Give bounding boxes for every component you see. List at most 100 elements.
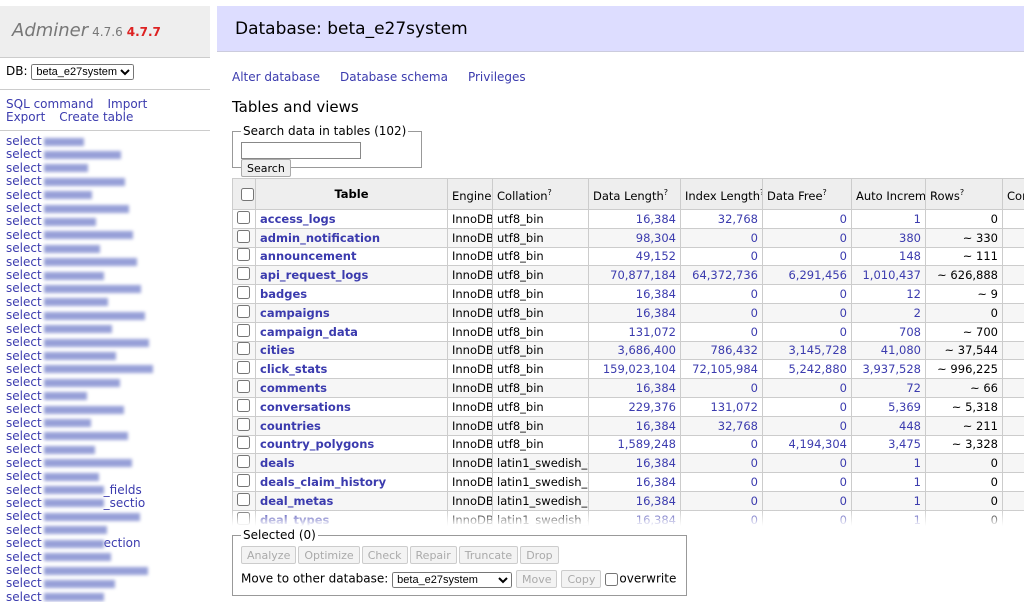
cell-link[interactable]: api_request_logs [260, 268, 369, 283]
select-link[interactable]: select [6, 536, 42, 551]
select-link[interactable]: select [6, 227, 42, 242]
cell-link[interactable]: access_logs [260, 211, 336, 226]
table-link[interactable]: _fields [103, 482, 142, 497]
cell-link[interactable]: 16,384 [635, 381, 676, 396]
row-checkbox[interactable] [237, 436, 250, 450]
cell-link[interactable]: 0 [750, 249, 758, 264]
move-button[interactable]: Move [515, 570, 558, 588]
select-link[interactable]: select [6, 428, 42, 443]
cell-link[interactable]: 32,768 [717, 418, 758, 433]
cell-link[interactable]: 5,369 [888, 399, 921, 414]
cell-link[interactable]: badges [260, 287, 308, 302]
select-link[interactable]: select [6, 268, 42, 283]
select-link[interactable]: select [6, 388, 42, 403]
cell-link[interactable]: 32,768 [717, 211, 758, 226]
select-link[interactable]: select [6, 321, 42, 336]
cell-link[interactable]: 3,475 [888, 437, 921, 452]
cell-link[interactable]: comments [260, 381, 328, 396]
new-version[interactable]: 4.7.7 [126, 25, 161, 39]
cell-link[interactable]: 16,384 [635, 493, 676, 508]
select-link[interactable]: select [6, 187, 42, 202]
select-link[interactable]: select [6, 549, 42, 564]
cell-link[interactable]: country_polygons [260, 437, 375, 452]
help-mark[interactable]: ? [760, 188, 762, 197]
action-button[interactable]: Drop [520, 546, 559, 564]
select-all-checkbox[interactable] [241, 187, 254, 201]
cell-link[interactable]: 159,023,104 [602, 362, 676, 377]
select-link[interactable]: select [6, 147, 42, 162]
cell-link[interactable]: 0 [839, 230, 847, 245]
cell-link[interactable]: campaigns [260, 305, 330, 320]
select-link[interactable]: select [6, 294, 42, 309]
action-button[interactable]: Analyze [241, 546, 297, 564]
cell-link[interactable]: 6,291,456 [788, 268, 847, 283]
select-link[interactable]: select [6, 348, 42, 363]
help-mark[interactable]: ? [491, 188, 492, 197]
cell-link[interactable]: 41,080 [880, 343, 921, 358]
select-link[interactable]: select [6, 241, 42, 256]
select-link[interactable]: select [6, 160, 42, 175]
sidebar-link[interactable]: Import [107, 97, 148, 111]
cell-link[interactable]: countries [260, 418, 321, 433]
cell-link[interactable]: 4,194,304 [788, 437, 847, 452]
cell-link[interactable]: 148 [899, 249, 921, 264]
row-checkbox[interactable] [237, 474, 250, 488]
cell-link[interactable]: 131,072 [628, 324, 676, 339]
cell-link[interactable]: 16,384 [635, 287, 676, 302]
cell-link[interactable]: campaign_data [260, 324, 358, 339]
cell-link[interactable]: 0 [839, 456, 847, 471]
cell-link[interactable]: 0 [750, 475, 758, 490]
cell-link[interactable]: 72 [906, 381, 921, 396]
move-button[interactable]: Copy [561, 570, 602, 588]
cell-link[interactable]: 1,589,248 [617, 437, 676, 452]
cell-link[interactable]: 3,937,528 [862, 362, 921, 377]
cell-link[interactable]: 1 [913, 493, 921, 508]
cell-link[interactable]: 5,242,880 [788, 362, 847, 377]
select-link[interactable]: select [6, 335, 42, 350]
cell-link[interactable]: deals [260, 456, 295, 471]
cell-link[interactable]: 3,686,400 [617, 343, 676, 358]
cell-link[interactable]: 0 [750, 381, 758, 396]
cell-link[interactable]: 16,384 [635, 418, 676, 433]
sidebar-link[interactable]: Export [6, 110, 46, 124]
cell-link[interactable]: 72,105,984 [692, 362, 758, 377]
cell-link[interactable]: 49,152 [635, 249, 676, 264]
help-mark[interactable]: ? [547, 187, 552, 197]
table-link[interactable]: _sectio [103, 495, 146, 510]
cell-link[interactable]: 0 [839, 324, 847, 339]
cell-link[interactable]: 0 [750, 493, 758, 508]
cell-link[interactable]: 16,384 [635, 475, 676, 490]
row-checkbox[interactable] [237, 210, 250, 224]
cell-link[interactable]: click_stats [260, 362, 328, 377]
cell-link[interactable]: 0 [750, 230, 758, 245]
cell-link[interactable]: 98,304 [635, 230, 676, 245]
cell-link[interactable]: 64,372,736 [692, 268, 758, 283]
select-link[interactable]: select [6, 563, 42, 577]
cell-link[interactable]: 0 [750, 305, 758, 320]
cell-link[interactable]: 0 [750, 456, 758, 471]
cell-link[interactable]: 1,010,437 [862, 268, 921, 283]
help-mark[interactable]: ? [663, 187, 669, 197]
select-link[interactable]: select [6, 509, 42, 524]
select-link[interactable]: select [6, 254, 42, 269]
select-link[interactable]: select [6, 589, 42, 602]
cell-link[interactable]: 2 [913, 305, 921, 320]
cell-link[interactable]: 16,384 [635, 211, 676, 226]
cell-link[interactable]: 1 [913, 475, 921, 490]
row-checkbox[interactable] [237, 417, 250, 431]
app-name[interactable]: Adminer [12, 20, 89, 41]
cell-link[interactable]: conversations [260, 399, 351, 414]
row-checkbox[interactable] [237, 342, 250, 356]
cell-link[interactable]: 1 [913, 456, 921, 471]
row-checkbox[interactable] [237, 286, 250, 300]
overwrite-checkbox[interactable] [605, 572, 619, 586]
cell-link[interactable]: 0 [750, 437, 758, 452]
cell-link[interactable]: 448 [899, 418, 921, 433]
action-button[interactable]: Truncate [458, 546, 519, 564]
db-link[interactable]: Database schema [340, 70, 448, 84]
select-link[interactable]: select [6, 402, 42, 417]
select-link[interactable]: select [6, 482, 42, 497]
cell-link[interactable]: 0 [750, 287, 758, 302]
sidebar-link[interactable]: Create table [59, 110, 134, 124]
select-link[interactable]: select [6, 576, 42, 591]
